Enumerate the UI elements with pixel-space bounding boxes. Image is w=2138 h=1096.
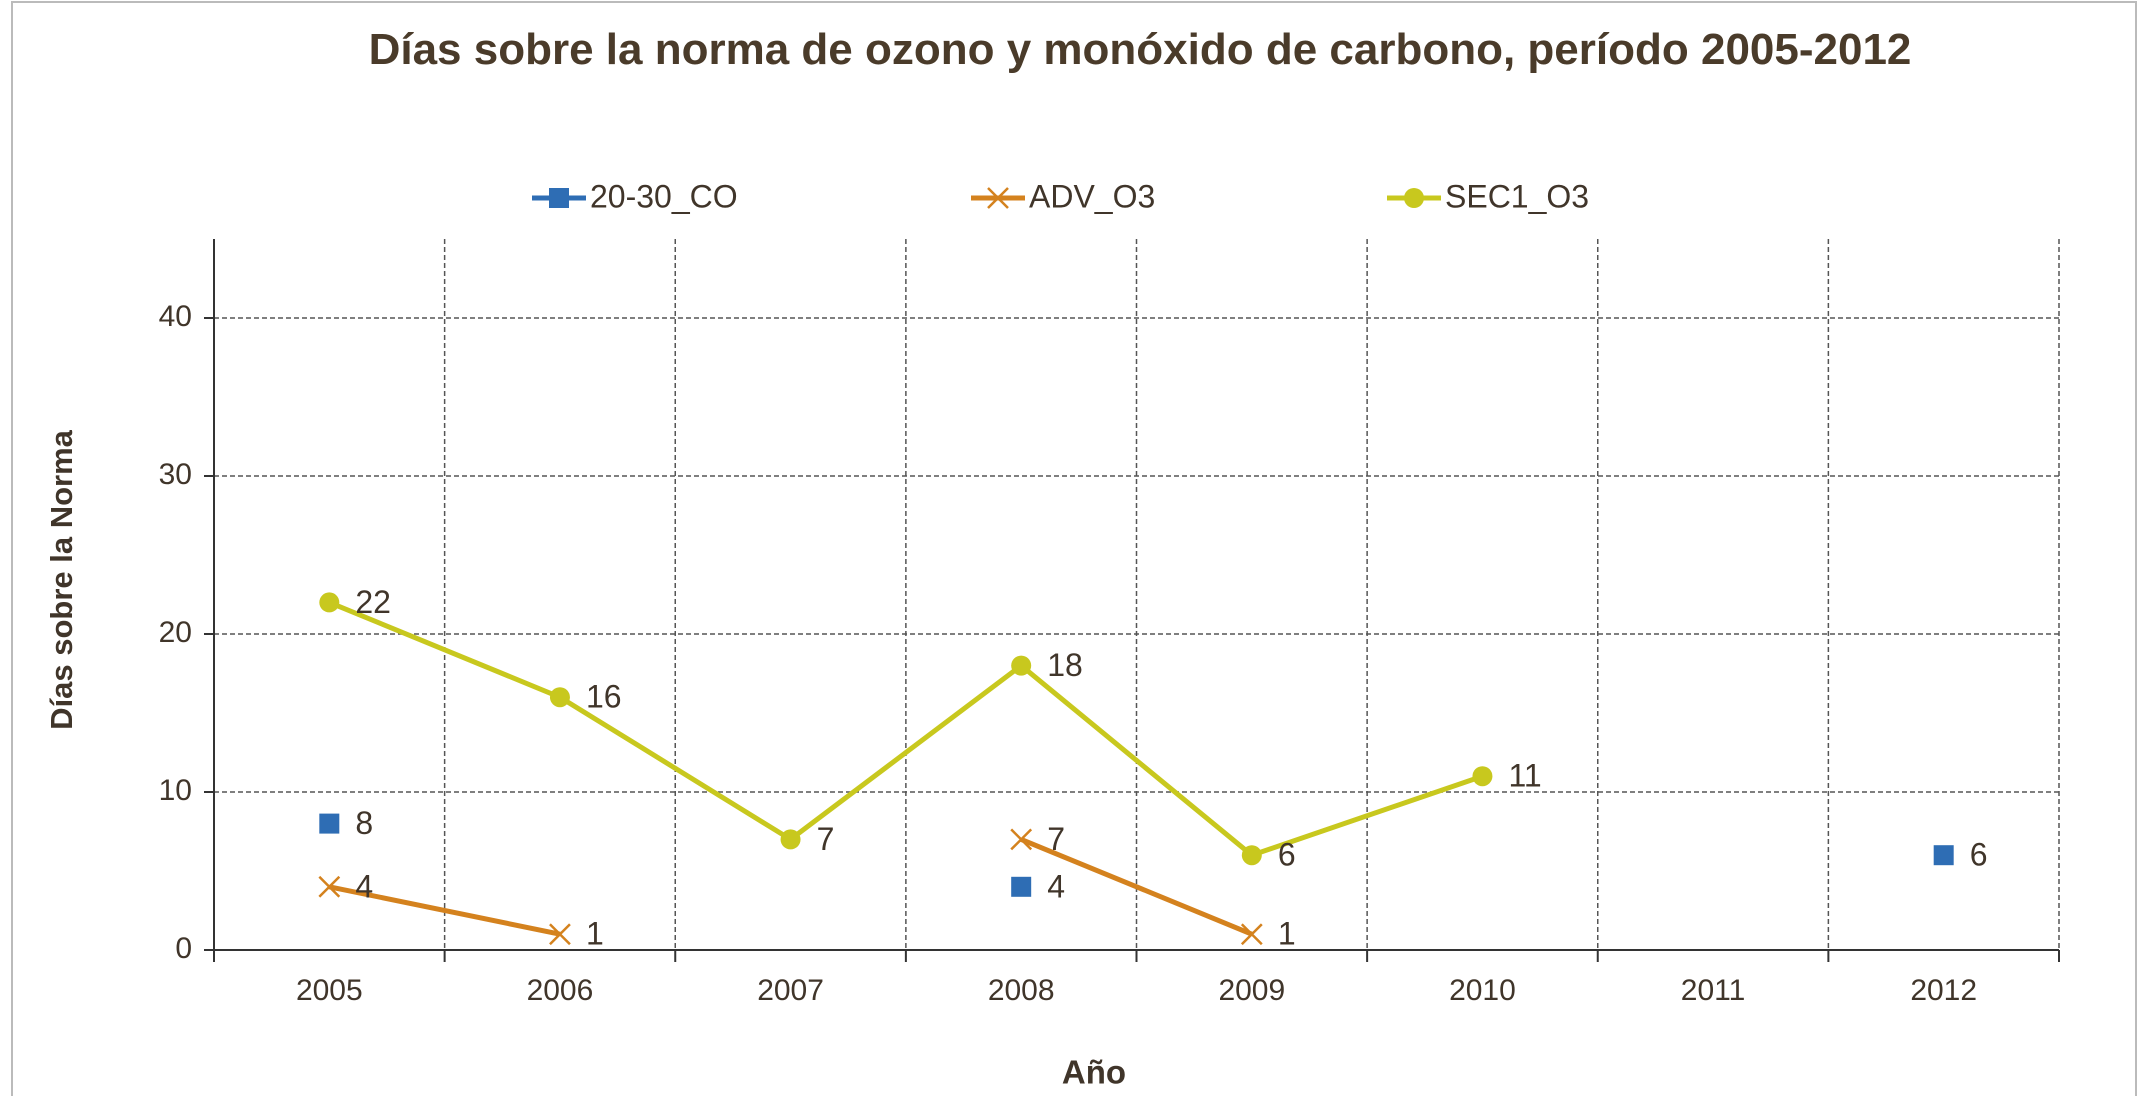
- x-axis-label: Año: [1062, 1054, 1126, 1091]
- data-label: 1: [586, 916, 604, 952]
- x-tick-label: 2009: [1218, 974, 1285, 1007]
- data-label: 1: [1278, 916, 1296, 952]
- marker: [549, 188, 569, 208]
- y-tick-label: 0: [175, 932, 192, 965]
- legend-label: 20-30_CO: [590, 178, 738, 214]
- data-label: 7: [817, 821, 835, 857]
- x-tick-label: 2012: [1910, 974, 1977, 1007]
- marker: [319, 592, 340, 613]
- data-label: 6: [1970, 837, 1988, 873]
- marker: [319, 813, 340, 834]
- data-label: 16: [586, 679, 622, 715]
- x-tick-label: 2007: [757, 974, 824, 1007]
- marker: [1011, 655, 1032, 676]
- x-tick-label: 2006: [527, 974, 594, 1007]
- series-line: [328, 884, 561, 937]
- chart-title: Días sobre la norma de ozono y monóxido …: [368, 25, 1912, 74]
- data-label: 8: [355, 805, 373, 841]
- marker: [1241, 845, 1262, 866]
- data-label: 4: [355, 868, 373, 904]
- x-tick-label: 2008: [988, 974, 1055, 1007]
- marker: [1933, 845, 1954, 866]
- y-tick-label: 10: [159, 774, 192, 807]
- data-label: 18: [1047, 647, 1083, 683]
- marker: [1011, 876, 1032, 897]
- marker: [987, 187, 1009, 209]
- x-tick-label: 2011: [1681, 974, 1746, 1007]
- chart-border: [11, 1, 2137, 1096]
- marker: [318, 875, 341, 898]
- y-tick-label: 20: [159, 616, 192, 649]
- marker: [549, 687, 570, 708]
- series-line: [1020, 837, 1253, 937]
- y-tick-label: 30: [159, 458, 192, 491]
- marker: [549, 923, 571, 946]
- marker: [1010, 828, 1033, 851]
- marker: [1404, 188, 1424, 208]
- marker: [1240, 923, 1263, 946]
- series-line: [328, 600, 1484, 859]
- data-label: 6: [1278, 837, 1296, 873]
- marker: [1472, 766, 1493, 787]
- legend-label: ADV_O3: [1029, 178, 1155, 214]
- legend-label: SEC1_O3: [1445, 178, 1589, 214]
- x-tick-label: 2010: [1449, 974, 1516, 1007]
- data-label: 4: [1047, 868, 1065, 904]
- y-axis-label: Días sobre la Norma: [44, 429, 79, 730]
- x-tick-label: 2005: [296, 974, 363, 1007]
- data-label: 22: [355, 584, 391, 620]
- marker: [780, 829, 801, 850]
- data-label: 7: [1047, 821, 1065, 857]
- data-label: 11: [1508, 758, 1541, 794]
- y-tick-label: 40: [159, 300, 192, 333]
